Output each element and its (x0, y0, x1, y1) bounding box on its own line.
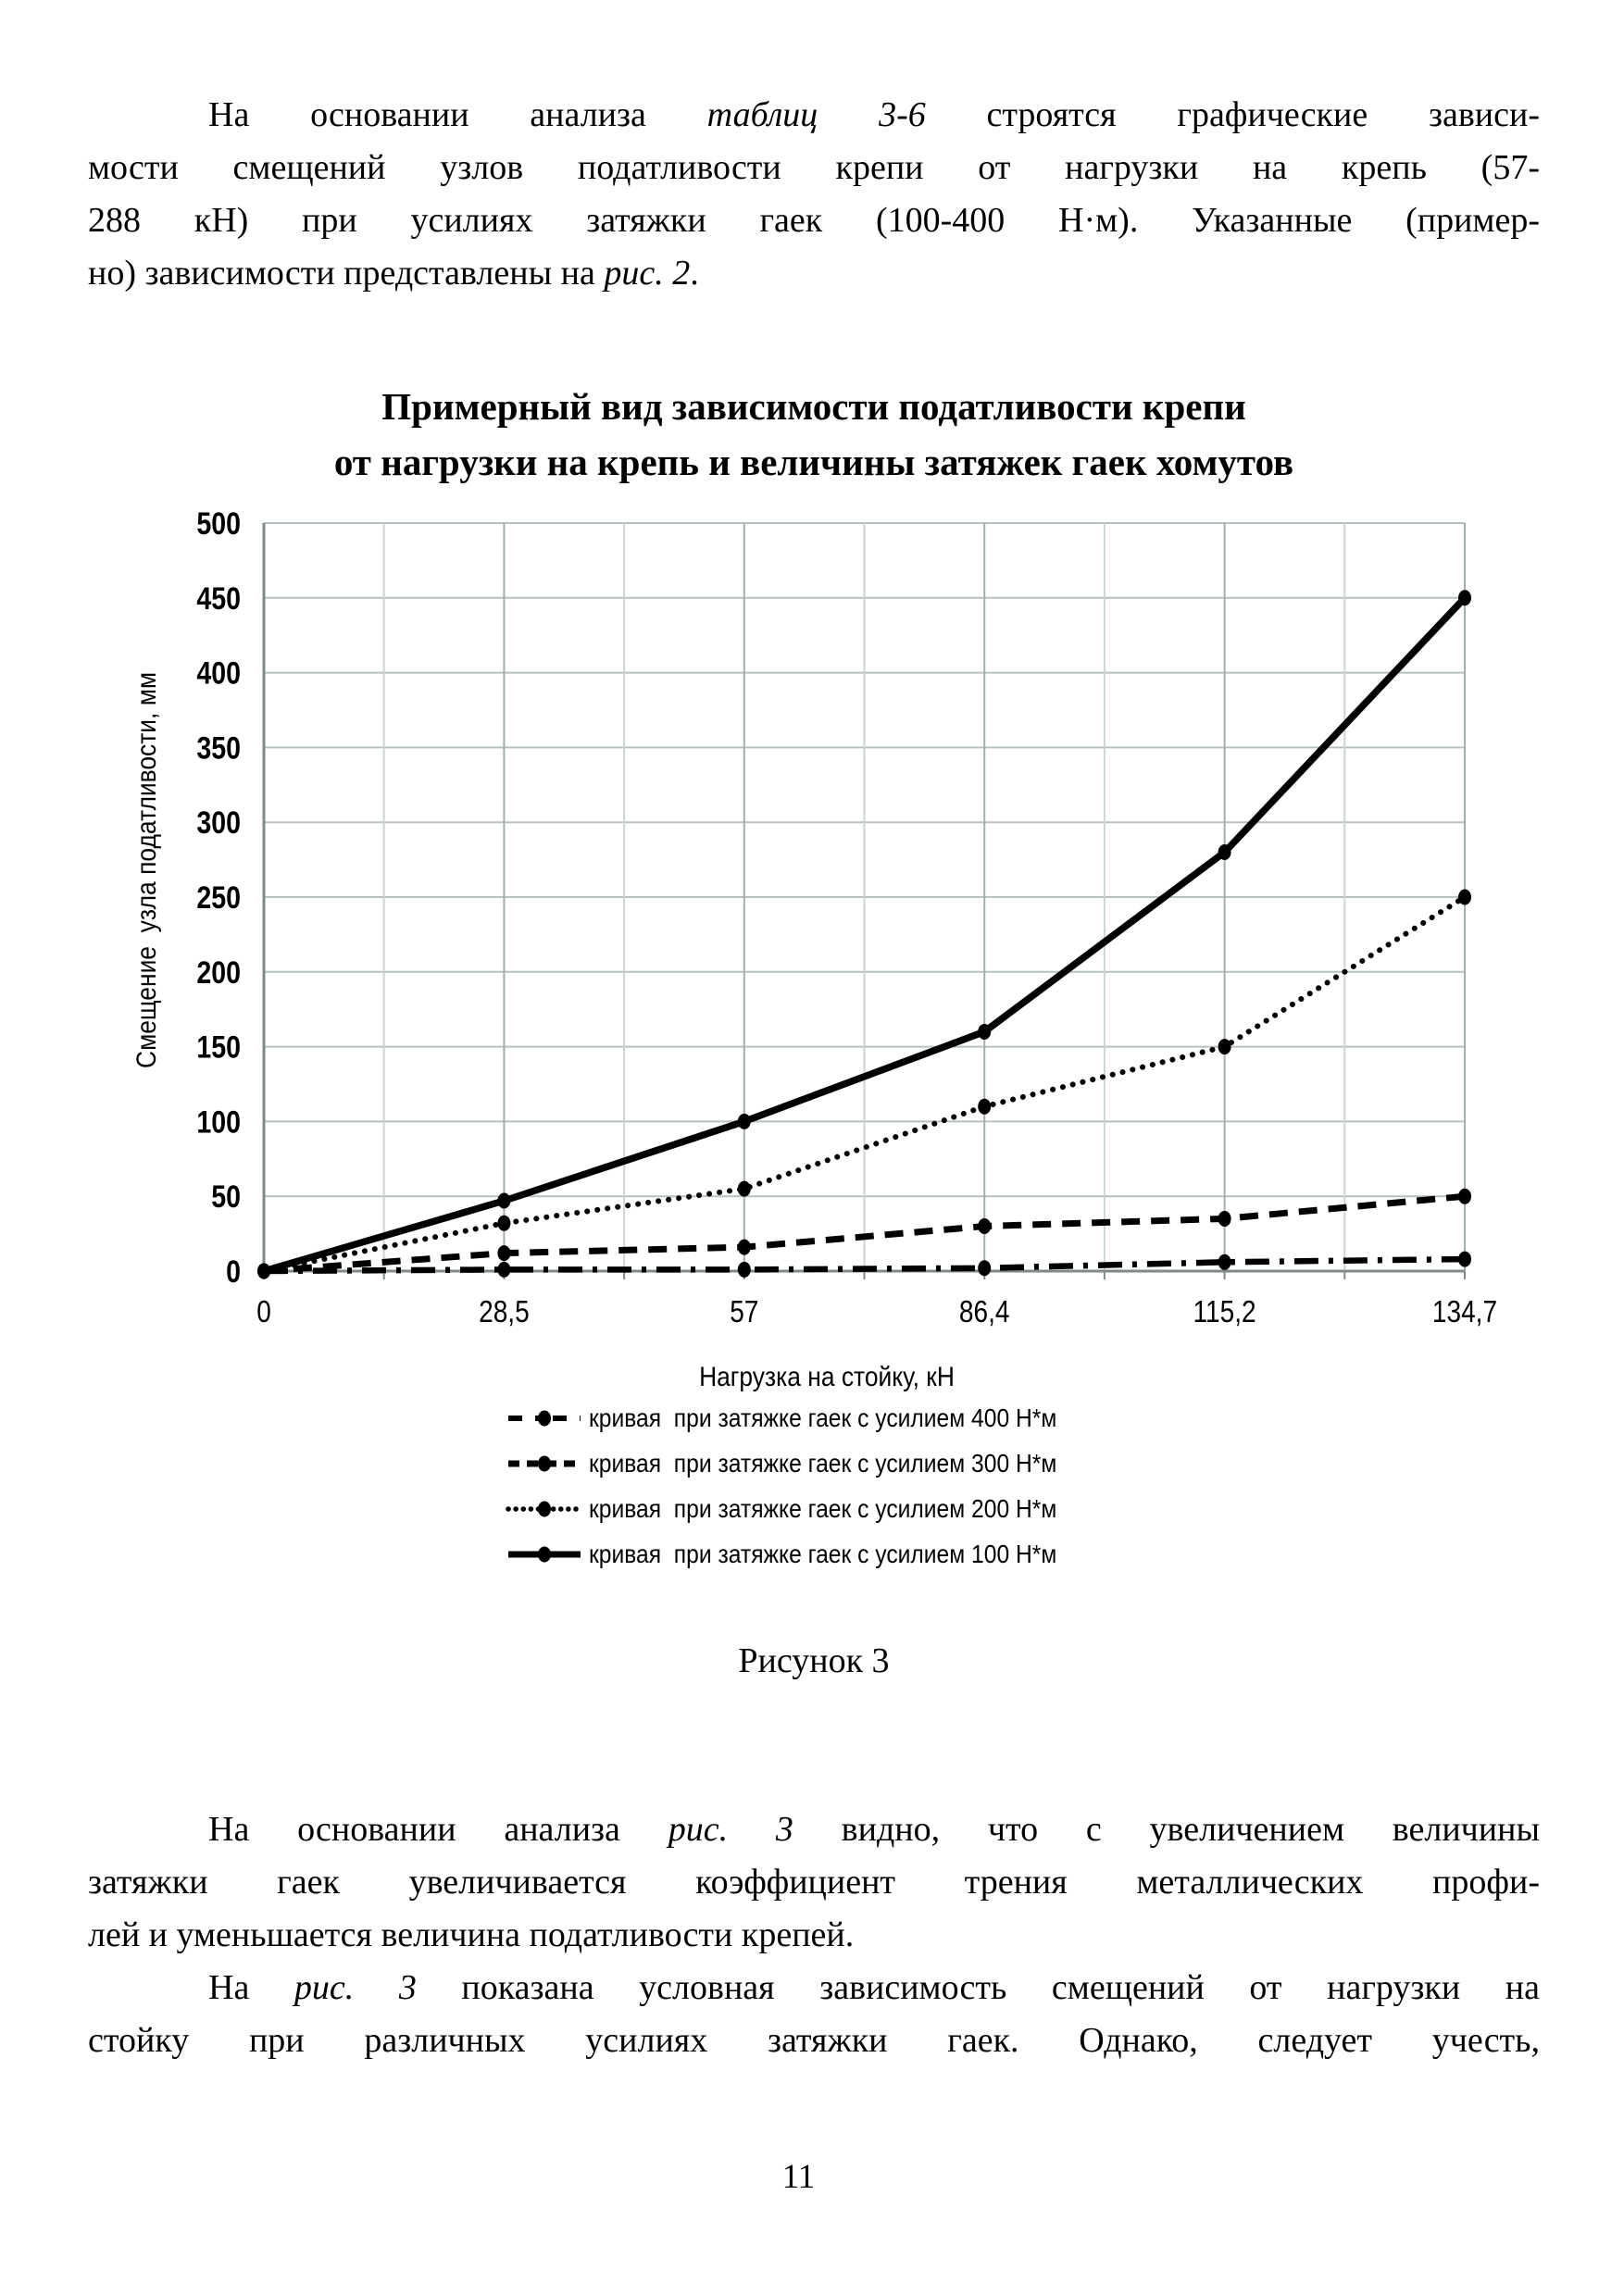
legend-label: кривая при затяжке гаек с усилием 400 Н*… (589, 1403, 1057, 1432)
paragraph-analysis: На основании анализа рис. 3 видно, что с… (88, 1803, 1540, 2067)
series-line-dotted (261, 894, 1468, 1274)
y-tick-label: 0 (226, 1254, 241, 1290)
text-line: лей и уменьшается величина податливости … (88, 1915, 855, 1954)
chart-legend: кривая при затяжке гаек с усилием 400 Н*… (0, 1395, 1624, 1577)
data-point-marker (257, 1263, 270, 1279)
x-tick-label: 57 (730, 1295, 758, 1329)
x-axis-title: Нагрузка на стойку, кН (699, 1360, 955, 1391)
legend-label: кривая при затяжке гаек с усилием 200 Н*… (589, 1493, 1057, 1523)
y-tick-label: 50 (211, 1179, 241, 1215)
data-point-marker (737, 1239, 751, 1255)
data-point-marker (978, 1260, 992, 1277)
data-point-marker (978, 1023, 992, 1040)
legend-marker-icon (538, 1546, 551, 1562)
y-tick-label: 350 (196, 730, 241, 766)
y-tick-label: 200 (196, 954, 241, 990)
x-tick-label: 134,7 (1432, 1295, 1497, 1329)
chart-title-line-2: от нагрузки на крепь и величины затяжек … (333, 441, 1294, 483)
data-point-marker (497, 1261, 511, 1278)
data-point-marker (497, 1192, 511, 1209)
data-point-marker (257, 1263, 270, 1279)
y-tick-label: 150 (196, 1029, 241, 1065)
y-tick-label: 450 (196, 580, 241, 616)
legend-line-swatch-dashed (508, 1455, 581, 1471)
y-tick-label: 300 (196, 805, 241, 841)
page-number: 11 (781, 2158, 816, 2196)
chart-title: Примерный вид зависимости податливости к… (88, 379, 1540, 490)
legend-line-swatch-dashdot (508, 1410, 581, 1426)
legend-marker-icon (538, 1410, 551, 1426)
text-line: но) зависимости представлены на рис. 2. (88, 254, 699, 293)
y-tick-label: 100 (196, 1104, 241, 1140)
data-point-marker (497, 1245, 511, 1262)
data-point-marker (1458, 1251, 1471, 1267)
x-tick-label: 0 (256, 1295, 271, 1329)
figure-caption: Рисунок 3 (738, 1641, 890, 1680)
text-line: 288 кН) при усилиях затяжки гаек (100-40… (88, 201, 1540, 240)
y-tick-label: 400 (196, 655, 241, 691)
text-line: На основании анализа таблиц 3-6 строятся… (208, 95, 1540, 134)
data-point-marker (1458, 1188, 1471, 1204)
data-point-marker (1218, 844, 1231, 861)
legend-item: кривая при затяжке гаек с усилием 200 Н*… (0, 1486, 1624, 1531)
data-point-marker (737, 1113, 751, 1129)
series-line-dashdot (263, 1255, 1466, 1275)
data-point-marker (1458, 889, 1471, 905)
series-line-dashed (263, 1192, 1466, 1275)
legend-line-swatch-dotted (506, 1501, 583, 1516)
data-point-marker (497, 1215, 511, 1231)
paragraph-intro: На основании анализа таблиц 3-6 строятся… (88, 89, 1540, 300)
text-line: мости смещений узлов податливости крепи … (88, 148, 1540, 187)
text-line: На основании анализа рис. 3 видно, что с… (208, 1810, 1540, 1849)
data-point-marker (737, 1261, 751, 1278)
legend-line-swatch-solid (508, 1546, 581, 1562)
x-tick-label: 28,5 (479, 1295, 530, 1329)
legend-item: кривая при затяжке гаек с усилием 100 Н*… (0, 1531, 1624, 1577)
legend-item: кривая при затяжке гаек с усилием 300 Н*… (0, 1441, 1624, 1486)
data-point-marker (257, 1263, 270, 1279)
data-point-marker (1218, 1210, 1231, 1227)
legend-marker-icon (538, 1455, 551, 1471)
chart-title-line-1: Примерный вид зависимости податливости к… (381, 385, 1246, 428)
legend-label: кривая при затяжке гаек с усилием 300 Н*… (589, 1448, 1057, 1478)
data-point-marker (978, 1218, 992, 1235)
x-tick-label: 115,2 (1193, 1295, 1256, 1329)
data-point-marker (1218, 1039, 1231, 1055)
y-tick-label: 250 (196, 880, 241, 916)
y-tick-label: 500 (196, 506, 241, 542)
data-point-marker (1218, 1254, 1231, 1270)
data-point-marker (737, 1180, 751, 1197)
text-line: На рис. 3 показана условная зависимость … (208, 1968, 1540, 2007)
series-line-solid (262, 595, 1468, 1275)
data-point-marker (978, 1098, 992, 1115)
text-line: затяжки гаек увеличивается коэффициент т… (88, 1863, 1540, 1902)
text-line: стойку при различных усилиях затяжки гае… (88, 2021, 1540, 2060)
legend-item: кривая при затяжке гаек с усилием 400 Н*… (0, 1395, 1624, 1441)
legend-marker-icon (538, 1501, 551, 1516)
x-tick-label: 86,4 (959, 1295, 1010, 1329)
y-axis-title: Смещение узла податливости, мм (130, 672, 161, 1068)
data-point-marker (257, 1263, 270, 1279)
data-point-marker (1458, 590, 1471, 606)
legend-label: кривая при затяжке гаек с усилием 100 Н*… (589, 1539, 1057, 1568)
